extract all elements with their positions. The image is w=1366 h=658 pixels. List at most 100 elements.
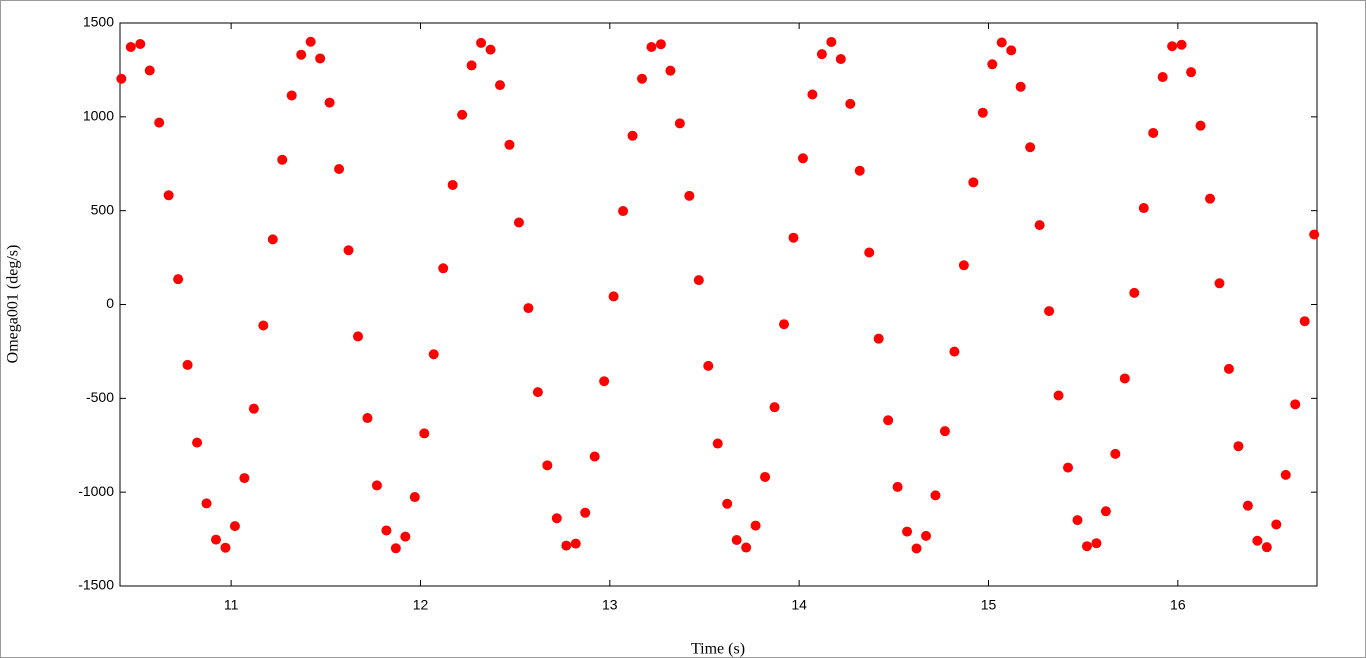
point: [267, 234, 278, 245]
point: [873, 333, 884, 344]
point: [1148, 127, 1159, 138]
point: [608, 291, 619, 302]
point: [807, 89, 818, 100]
x-tick-label: 12: [413, 597, 429, 613]
point: [1015, 81, 1026, 92]
point: [371, 480, 382, 491]
point: [1299, 316, 1310, 327]
point: [637, 73, 648, 84]
point: [286, 90, 297, 101]
point: [390, 543, 401, 554]
point: [334, 164, 345, 175]
point: [646, 42, 657, 53]
point: [1100, 506, 1111, 517]
point: [277, 154, 288, 165]
point: [958, 260, 969, 271]
point: [1252, 535, 1263, 546]
point: [741, 542, 752, 553]
point: [1223, 363, 1234, 374]
point: [116, 73, 127, 84]
point: [1157, 72, 1168, 83]
point: [731, 535, 742, 546]
point: [495, 80, 506, 91]
point: [921, 530, 932, 541]
point: [523, 303, 534, 314]
point: [135, 39, 146, 50]
point: [296, 49, 307, 60]
point: [570, 538, 581, 549]
point: [248, 403, 259, 414]
point: [949, 346, 960, 357]
point: [1271, 519, 1282, 530]
point: [797, 153, 808, 164]
point: [182, 359, 193, 370]
point: [618, 206, 629, 217]
point: [1280, 469, 1291, 480]
y-tick-label: -500: [86, 389, 114, 405]
point: [210, 534, 221, 545]
point: [655, 39, 666, 50]
point: [902, 526, 913, 537]
point: [362, 413, 373, 424]
point: [996, 37, 1007, 48]
x-axis-title: Time (s): [691, 641, 745, 658]
point: [1119, 373, 1130, 384]
point: [561, 540, 572, 551]
point: [1110, 448, 1121, 459]
y-tick-label: 1000: [83, 108, 114, 124]
point: [201, 498, 212, 509]
point: [684, 190, 695, 201]
point: [1081, 541, 1092, 552]
point: [447, 179, 458, 190]
point: [589, 451, 600, 462]
point: [419, 428, 430, 439]
point: [788, 232, 799, 243]
point: [835, 54, 846, 65]
point: [229, 521, 240, 532]
point: [1025, 142, 1036, 153]
point: [532, 387, 543, 398]
point: [352, 331, 363, 342]
point: [1309, 229, 1320, 240]
point: [854, 165, 865, 176]
point: [1205, 193, 1216, 204]
point: [1129, 287, 1140, 298]
point: [485, 44, 496, 55]
point: [1167, 41, 1178, 52]
point: [1072, 515, 1083, 526]
point: [154, 117, 165, 128]
point: [409, 492, 420, 503]
point: [883, 415, 894, 426]
point: [192, 437, 203, 448]
point: [1214, 278, 1225, 289]
point: [428, 349, 439, 360]
point: [1044, 306, 1055, 317]
point: [968, 177, 979, 188]
y-tick-label: -1500: [78, 577, 114, 593]
point: [305, 36, 316, 47]
point: [1195, 120, 1206, 131]
point: [627, 130, 638, 141]
x-tick-label: 16: [1170, 597, 1186, 613]
point: [144, 65, 155, 76]
point: [750, 520, 761, 531]
point: [1091, 538, 1102, 549]
point: [343, 245, 354, 256]
point: [504, 139, 515, 150]
point: [1034, 220, 1045, 231]
point: [693, 275, 704, 286]
y-tick-label: 0: [106, 295, 114, 311]
point: [599, 376, 610, 387]
point: [1233, 441, 1244, 452]
point: [542, 460, 553, 471]
point: [911, 543, 922, 554]
point: [551, 513, 562, 524]
point: [1261, 542, 1272, 553]
point: [1186, 67, 1197, 78]
point: [1053, 390, 1064, 401]
point: [1176, 39, 1187, 50]
point: [239, 473, 250, 484]
point: [173, 274, 184, 285]
x-tick-label: 14: [791, 597, 807, 613]
